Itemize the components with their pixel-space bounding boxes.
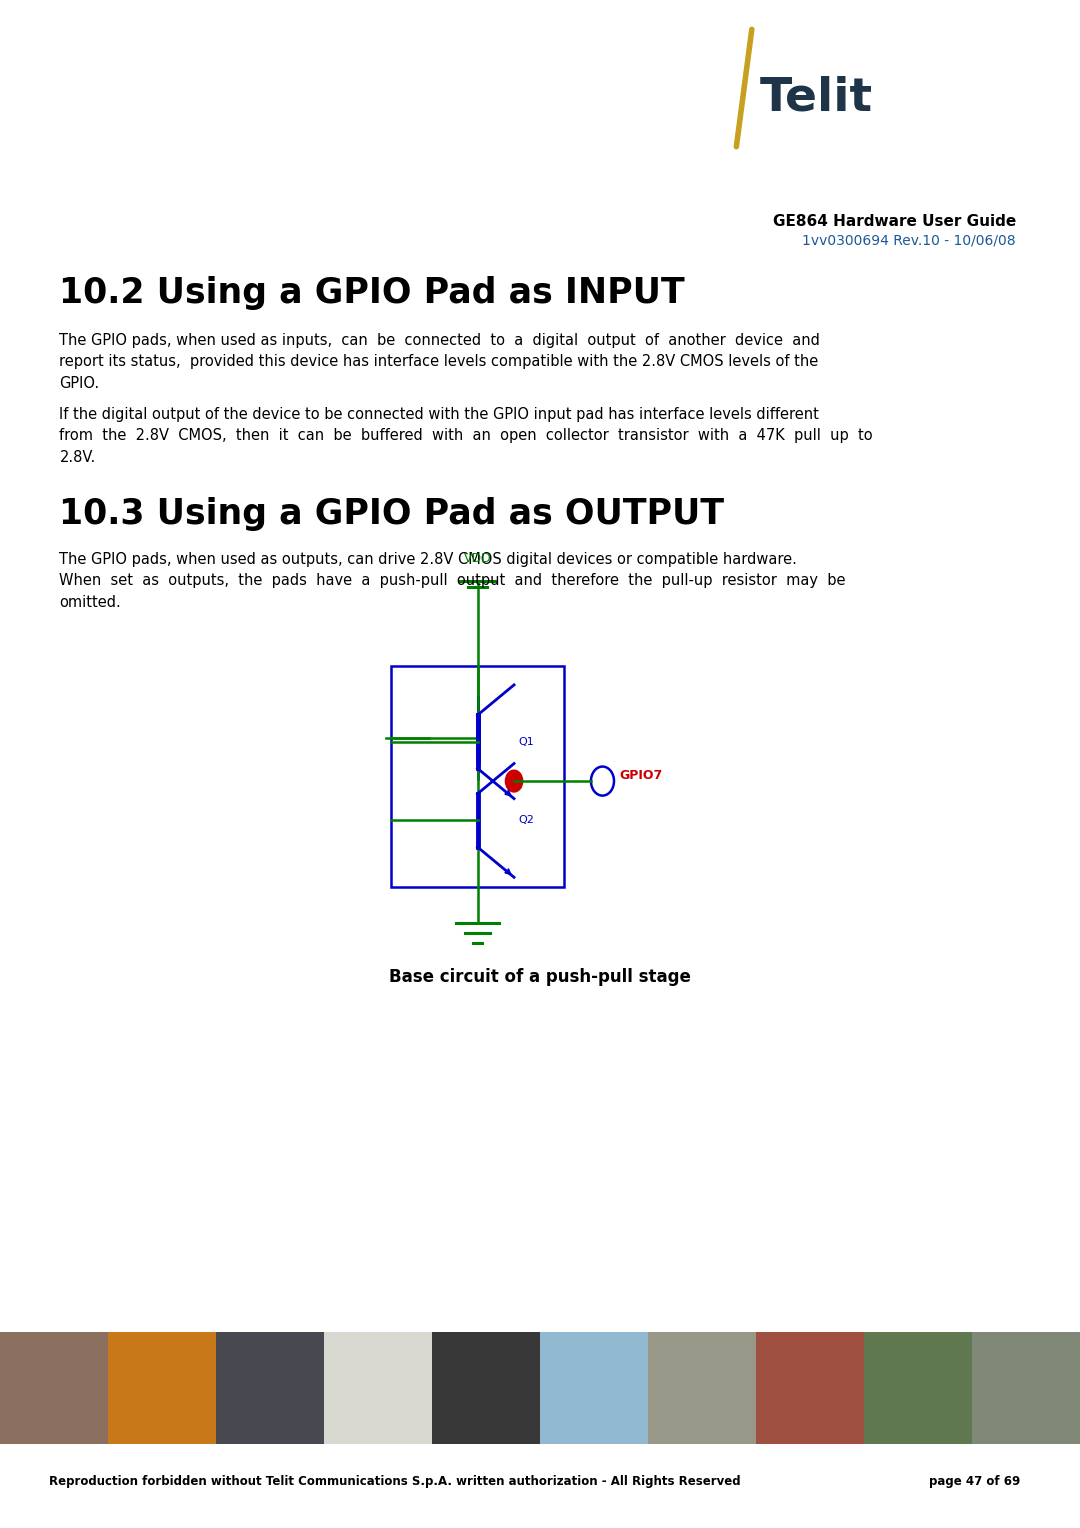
Bar: [540, 1332, 648, 1444]
Bar: [875, 1343, 961, 1433]
Text: Telit: Telit: [759, 75, 873, 121]
Bar: [119, 1343, 205, 1433]
Bar: [0, 1332, 108, 1444]
Bar: [227, 1343, 313, 1433]
Bar: [551, 1343, 637, 1433]
Bar: [11, 1343, 97, 1433]
Text: solutions: solutions: [906, 118, 987, 136]
Text: Reproduction forbidden without Telit Communications S.p.A. written authorization: Reproduction forbidden without Telit Com…: [49, 1475, 740, 1488]
Text: 10.2 Using a GPIO Pad as INPUT: 10.2 Using a GPIO Pad as INPUT: [59, 277, 685, 310]
Text: Q1: Q1: [518, 736, 534, 747]
Bar: [216, 1332, 324, 1444]
Circle shape: [505, 770, 523, 792]
Text: The GPIO pads, when used as outputs, can drive 2.8V CMOS digital devices or comp: The GPIO pads, when used as outputs, can…: [59, 552, 846, 610]
Text: 10.3 Using a GPIO Pad as OUTPUT: 10.3 Using a GPIO Pad as OUTPUT: [59, 497, 725, 532]
Text: VDD: VDD: [463, 552, 491, 565]
Bar: [648, 1332, 756, 1444]
Bar: [432, 1332, 540, 1444]
Bar: [391, 666, 564, 886]
Bar: [108, 1332, 216, 1444]
Bar: [443, 1343, 529, 1433]
Text: GE864 Hardware User Guide: GE864 Hardware User Guide: [772, 214, 1016, 229]
Text: page 47 of 69: page 47 of 69: [929, 1475, 1020, 1488]
Bar: [335, 1343, 421, 1433]
Text: Base circuit of a push-pull stage: Base circuit of a push-pull stage: [389, 969, 691, 986]
Text: If the digital output of the device to be connected with the GPIO input pad has : If the digital output of the device to b…: [59, 406, 873, 465]
Text: wireless: wireless: [906, 63, 980, 81]
Bar: [972, 1332, 1080, 1444]
Bar: [659, 1343, 745, 1433]
Bar: [767, 1343, 853, 1433]
Text: The GPIO pads, when used as inputs,  can  be  connected  to  a  digital  output : The GPIO pads, when used as inputs, can …: [59, 333, 821, 391]
Text: GPIO7: GPIO7: [620, 769, 663, 781]
Text: 1vv0300694 Rev.10 - 10/06/08: 1vv0300694 Rev.10 - 10/06/08: [802, 234, 1016, 248]
Bar: [864, 1332, 972, 1444]
Bar: [756, 1332, 864, 1444]
Bar: [983, 1343, 1069, 1433]
Text: Q2: Q2: [518, 816, 534, 825]
Bar: [324, 1332, 432, 1444]
